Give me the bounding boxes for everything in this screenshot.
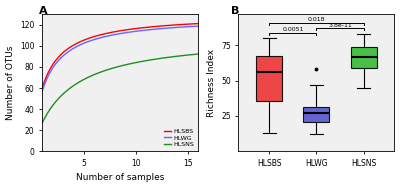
HLSNS: [171, 55, 176, 58]
HLSNS: [132, 62, 137, 64]
HLWG: [181, 26, 186, 28]
HLWG: [133, 30, 138, 33]
HLSBS: [40, 85, 45, 87]
HLWG: [196, 25, 201, 27]
HLWG: [40, 90, 45, 92]
Text: A: A: [39, 6, 48, 16]
Line: HLSNS: HLSNS: [42, 54, 198, 123]
HLWG: [132, 30, 137, 33]
HLWG: [40, 88, 45, 91]
HLSBS: [40, 87, 45, 89]
HLSNS: [133, 62, 138, 64]
HLSBS: [135, 27, 140, 30]
HLSBS: [171, 24, 176, 26]
PathPatch shape: [351, 47, 377, 68]
Text: 0.018: 0.018: [308, 17, 325, 22]
PathPatch shape: [304, 107, 330, 122]
HLSNS: [135, 61, 140, 63]
HLWG: [135, 30, 140, 32]
Line: HLSBS: HLSBS: [42, 24, 198, 88]
HLSNS: [181, 54, 186, 57]
HLSBS: [181, 23, 186, 26]
HLSBS: [132, 28, 137, 30]
HLSBS: [133, 27, 138, 30]
Text: 0.0051: 0.0051: [282, 27, 304, 32]
HLSNS: [40, 122, 45, 124]
HLWG: [171, 27, 176, 29]
PathPatch shape: [256, 56, 282, 101]
Text: B: B: [231, 6, 239, 16]
HLSBS: [196, 22, 201, 25]
HLSNS: [196, 53, 201, 55]
Y-axis label: Richness Index: Richness Index: [206, 49, 216, 117]
Line: HLWG: HLWG: [42, 26, 198, 91]
Y-axis label: Number of OTUs: Number of OTUs: [6, 45, 14, 120]
Text: 3.8e-11: 3.8e-11: [328, 23, 352, 28]
HLSNS: [40, 121, 45, 123]
X-axis label: Number of samples: Number of samples: [76, 174, 164, 182]
Legend: HLSBS, HLWG, HLSNS: HLSBS, HLWG, HLSNS: [162, 128, 195, 148]
